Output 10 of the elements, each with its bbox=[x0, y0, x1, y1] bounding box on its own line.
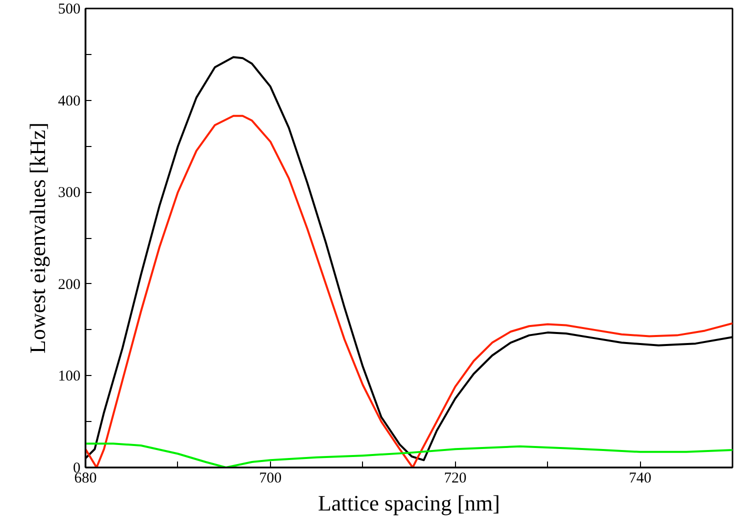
y-tick-label: 400 bbox=[58, 93, 80, 110]
y-tick-label: 200 bbox=[58, 276, 80, 293]
y-axis-title: Lowest eigenvalues [kHz] bbox=[25, 122, 50, 354]
y-tick-label: 100 bbox=[58, 368, 80, 385]
x-tick-label: 740 bbox=[628, 470, 652, 486]
x-axis-title: Lattice spacing [nm] bbox=[318, 490, 500, 516]
y-tick-label: 300 bbox=[58, 185, 80, 202]
y-tick-label: 500 bbox=[58, 2, 80, 18]
x-tick-label: 700 bbox=[259, 470, 282, 486]
x-tick-label: 720 bbox=[444, 470, 466, 486]
